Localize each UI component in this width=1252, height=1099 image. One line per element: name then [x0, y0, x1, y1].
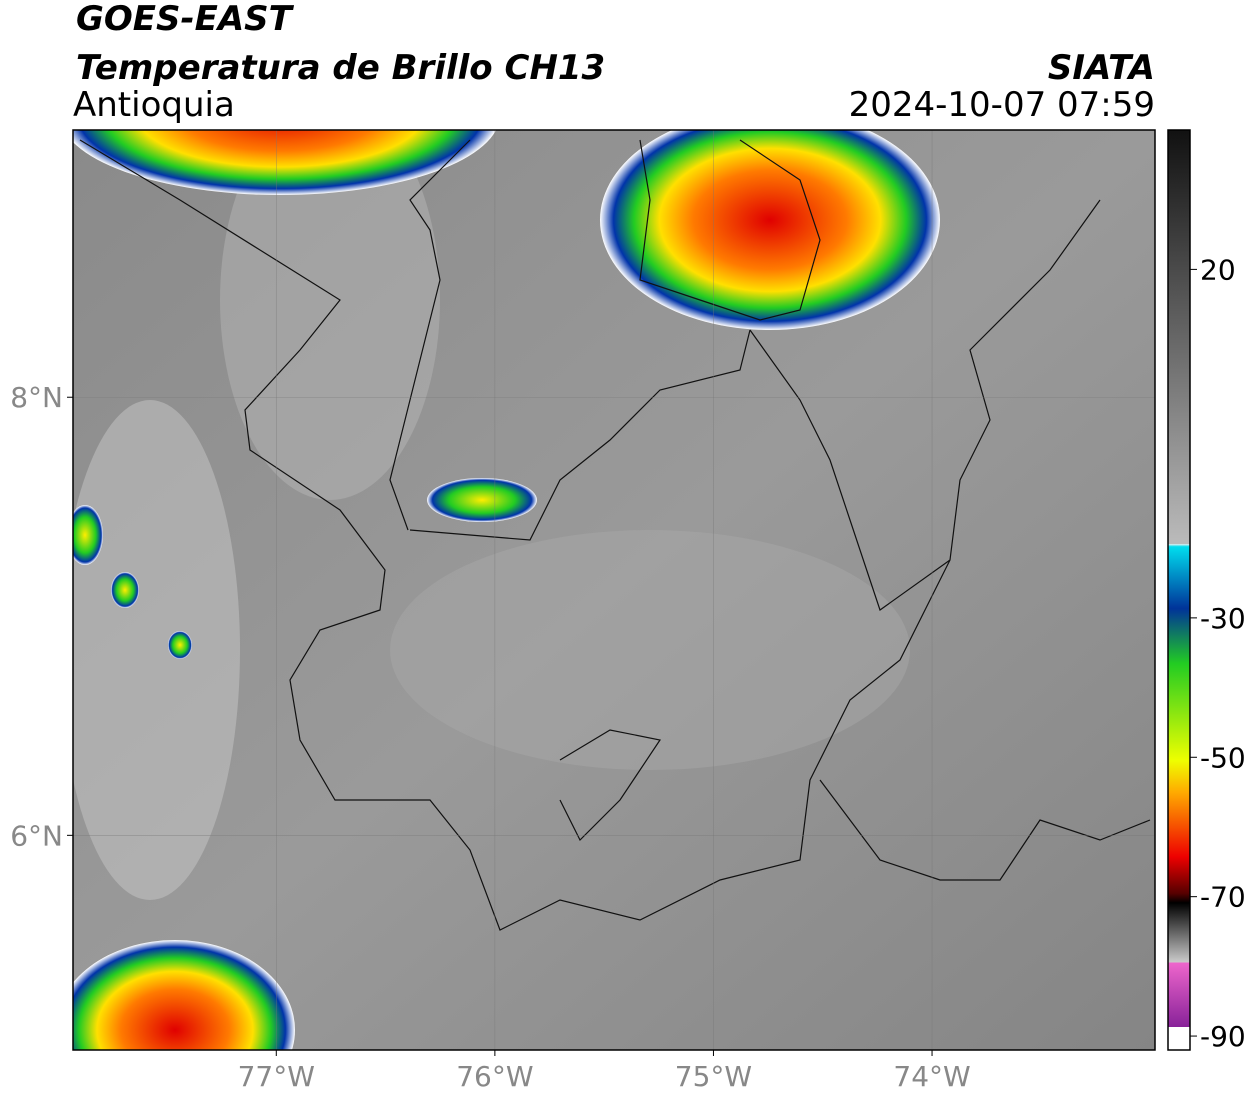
border	[409, 329, 751, 541]
cloud	[390, 530, 910, 770]
x-tick-label: 74°W	[893, 1060, 970, 1093]
colorbar-tick-label: 20	[1200, 253, 1236, 286]
border	[389, 139, 471, 531]
title: GOES-EAST	[76, 0, 295, 39]
border	[559, 729, 661, 842]
storm-cell	[600, 130, 940, 330]
colorbar-tick-label: -50	[1200, 741, 1246, 774]
map-frame	[72, 129, 1156, 1051]
x-tick-label: 75°W	[675, 1060, 752, 1093]
border	[749, 329, 951, 611]
region: Antioquia	[73, 85, 235, 125]
y-tick-label: 8°N	[10, 381, 63, 414]
colorbar	[1167, 129, 1191, 1051]
border	[819, 779, 1151, 881]
storm-cell	[73, 940, 295, 1050]
y-tick-label: 6°N	[10, 819, 63, 852]
map-image	[73, 130, 1155, 1050]
storm-cell	[168, 631, 192, 659]
source: SIATA	[1048, 48, 1155, 88]
grid	[73, 130, 1155, 1050]
x-tick-label: 77°W	[238, 1060, 315, 1093]
storm-cell	[427, 478, 537, 522]
storm-cell	[73, 505, 103, 565]
border	[79, 139, 1101, 931]
cloud	[220, 130, 440, 500]
border	[639, 139, 821, 321]
datetime: 2024-10-07 07:59	[849, 85, 1155, 125]
x-tick-label: 76°W	[456, 1060, 533, 1093]
storm-cell	[111, 572, 139, 608]
cloud	[73, 400, 240, 900]
colorbar-tick-label: -90	[1200, 1020, 1246, 1053]
storm-cell	[73, 130, 497, 195]
colorbar-tick-label: -30	[1200, 602, 1246, 635]
subtitle: Temperatura de Brillo CH13	[76, 48, 605, 88]
colorbar-tick-label: -70	[1200, 881, 1246, 914]
